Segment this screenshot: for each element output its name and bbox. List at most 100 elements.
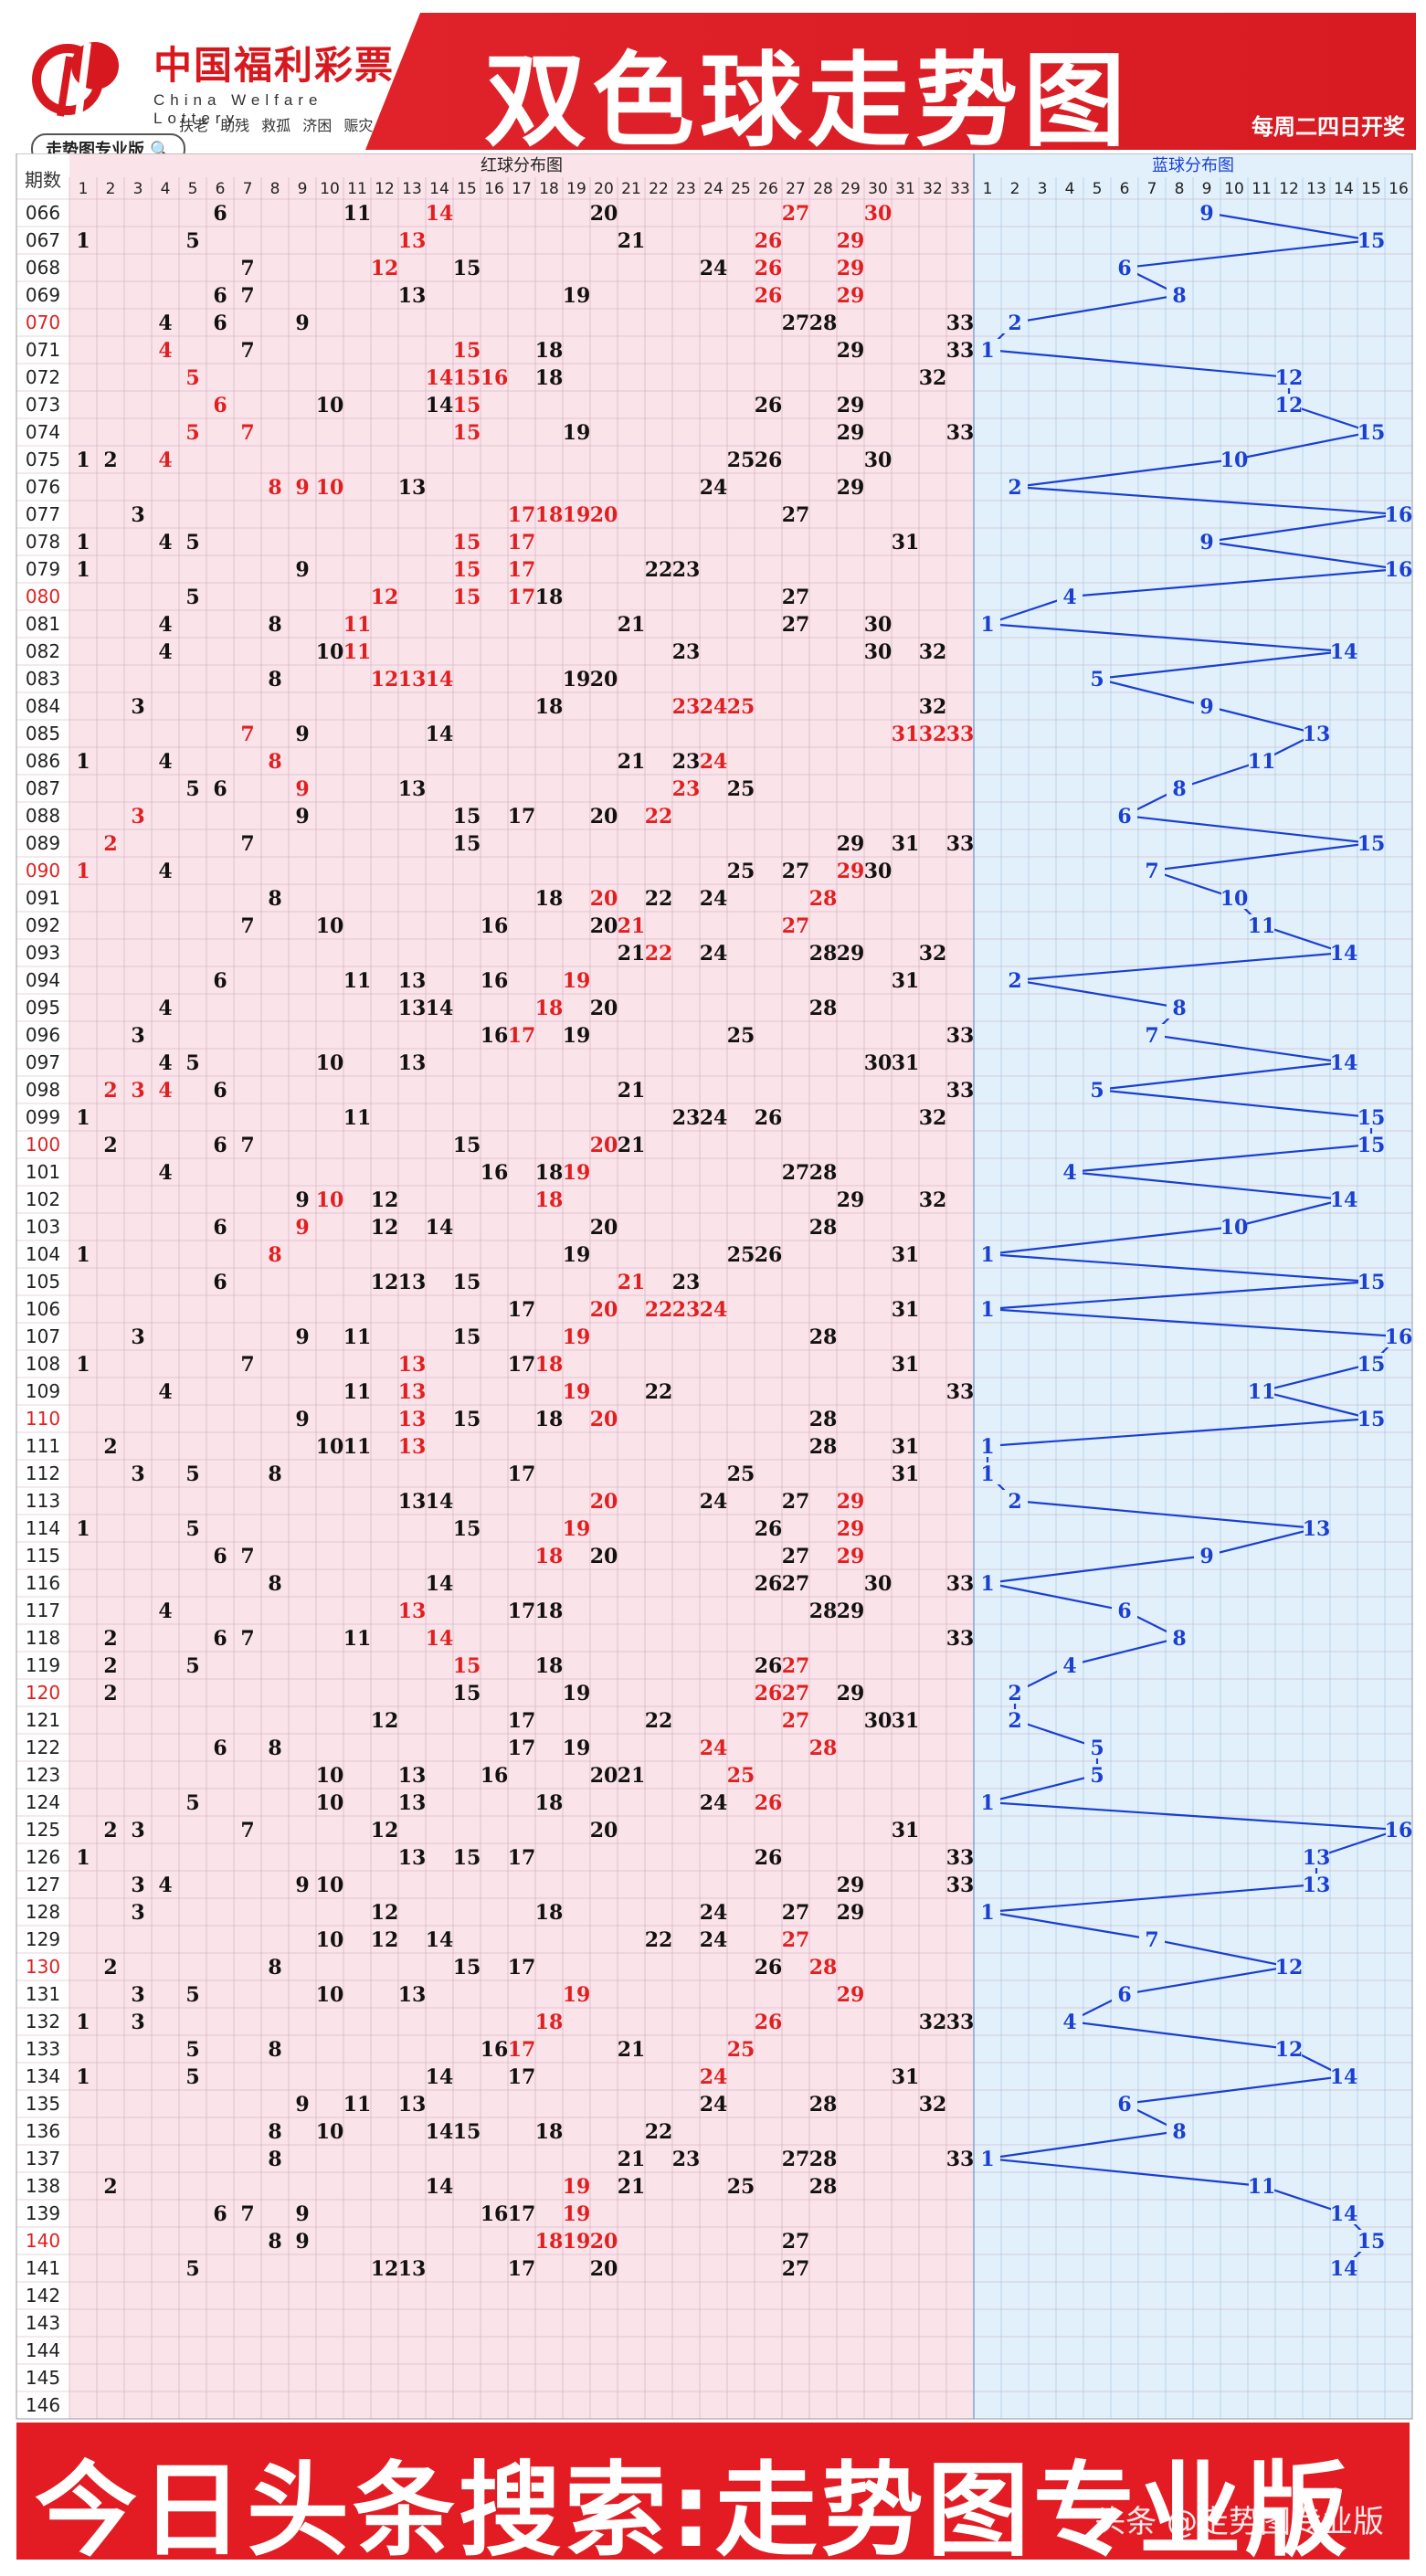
blue-ball: 1 — [980, 1435, 994, 1459]
red-ball: 23 — [672, 695, 701, 719]
red-ball: 6 — [213, 2202, 227, 2226]
red-ball: 4 — [158, 339, 172, 363]
red-ball: 13 — [398, 1380, 427, 1404]
blue-ball: 10 — [1220, 449, 1249, 472]
red-ball: 18 — [535, 339, 564, 363]
blue-ball-bg — [1194, 531, 1220, 553]
header: 中国福利彩票 China Welfare Lottery 扶老 助残 救孤 济困… — [0, 0, 1426, 164]
red-ball: 4 — [158, 640, 172, 664]
red-ball: 10 — [316, 476, 344, 500]
red-ball: 29 — [837, 229, 865, 253]
red-ball: 18 — [535, 997, 564, 1020]
red-ball: 15 — [453, 1846, 481, 1870]
red-ball: 31 — [892, 832, 920, 856]
red-ball: 15 — [453, 421, 481, 445]
blue-ball: 16 — [1385, 558, 1413, 582]
red-column-number: 24 — [703, 180, 724, 198]
red-ball: 3 — [131, 1901, 144, 1925]
blue-ball: 13 — [1303, 1517, 1331, 1541]
red-ball: 31 — [892, 1243, 920, 1267]
blue-ball: 2 — [1008, 1682, 1021, 1705]
red-ball: 25 — [727, 449, 755, 472]
blue-ball-bg — [975, 1462, 1000, 1484]
red-ball: 27 — [782, 586, 810, 609]
red-ball: 8 — [268, 2230, 281, 2254]
red-ball: 10 — [316, 1764, 344, 1788]
red-ball: 9 — [295, 1188, 309, 1212]
red-ball: 5 — [185, 1791, 199, 1815]
blue-ball: 5 — [1090, 668, 1104, 692]
red-ball: 18 — [535, 503, 564, 527]
red-ball: 26 — [755, 1243, 783, 1267]
period-number: 073 — [26, 394, 60, 416]
blue-ball: 4 — [1062, 2011, 1076, 2034]
red-ball: 16 — [481, 2202, 509, 2226]
blue-ball-bg — [1358, 1271, 1384, 1293]
red-ball: 5 — [185, 229, 199, 253]
blue-ball-bg — [1194, 1545, 1220, 1567]
red-ball: 16 — [481, 366, 509, 390]
red-ball: 27 — [782, 2230, 810, 2254]
red-ball: 13 — [398, 1271, 427, 1294]
red-ball: 23 — [672, 777, 701, 801]
red-ball: 24 — [700, 1928, 728, 1952]
blue-column-number: 5 — [1093, 180, 1103, 198]
blue-ball: 16 — [1385, 1819, 1413, 1842]
red-ball: 21 — [618, 914, 646, 938]
red-ball: 13 — [398, 1490, 427, 1514]
red-column-number: 7 — [243, 180, 253, 198]
red-ball: 9 — [295, 1874, 309, 1897]
red-ball: 6 — [213, 1627, 227, 1651]
red-column-number: 11 — [347, 180, 367, 198]
red-ball: 6 — [213, 1216, 227, 1240]
red-ball: 10 — [316, 1983, 344, 2007]
red-ball: 30 — [864, 202, 893, 226]
red-ball: 13 — [398, 1846, 427, 1870]
red-ball: 29 — [837, 257, 865, 280]
red-ball: 20 — [590, 1819, 618, 1842]
red-ball: 18 — [535, 1654, 564, 1678]
red-ball: 21 — [618, 2175, 646, 2199]
red-ball: 31 — [892, 2065, 920, 2089]
red-ball: 33 — [946, 1627, 975, 1651]
red-ball: 20 — [590, 1408, 618, 1431]
period-number: 143 — [26, 2312, 60, 2334]
red-ball: 27 — [782, 1654, 810, 1678]
red-ball: 6 — [213, 1545, 227, 1568]
red-ball: 9 — [295, 1325, 309, 1349]
red-ball: 20 — [590, 997, 618, 1020]
red-ball: 25 — [727, 1243, 755, 1267]
red-ball: 20 — [590, 887, 618, 911]
period-number: 134 — [26, 2065, 60, 2087]
red-ball: 6 — [213, 284, 227, 308]
red-ball: 30 — [864, 449, 893, 472]
red-ball: 8 — [268, 1243, 281, 1267]
blue-ball-bg — [975, 339, 1000, 361]
blue-ball-bg — [975, 1572, 1000, 1594]
red-ball: 14 — [426, 1216, 454, 1240]
period-number: 120 — [26, 1682, 60, 1704]
period-number: 083 — [26, 668, 60, 690]
blue-ball-bg — [1276, 366, 1302, 388]
red-ball: 15 — [453, 1325, 481, 1349]
red-ball: 8 — [268, 613, 281, 637]
red-ball: 1 — [76, 750, 90, 774]
red-ball: 17 — [508, 1298, 536, 1322]
blue-ball-bg — [1221, 1216, 1247, 1238]
blue-ball: 1 — [980, 1462, 994, 1486]
red-column-number: 6 — [216, 180, 226, 198]
period-number: 079 — [26, 558, 60, 580]
page-title: 双色球走势图 — [484, 42, 1131, 161]
red-ball: 15 — [453, 366, 481, 390]
period-number: 140 — [26, 2230, 60, 2252]
red-ball: 28 — [809, 1325, 838, 1349]
red-ball: 32 — [919, 2011, 947, 2034]
red-column-number: 30 — [868, 180, 888, 198]
red-ball: 3 — [131, 1819, 144, 1842]
period-number: 108 — [26, 1353, 60, 1375]
blue-ball-bg — [975, 1435, 1000, 1457]
red-ball: 17 — [508, 1709, 536, 1733]
blue-ball: 8 — [1172, 777, 1186, 801]
blue-ball: 14 — [1330, 2257, 1358, 2281]
red-ball: 26 — [755, 284, 783, 308]
